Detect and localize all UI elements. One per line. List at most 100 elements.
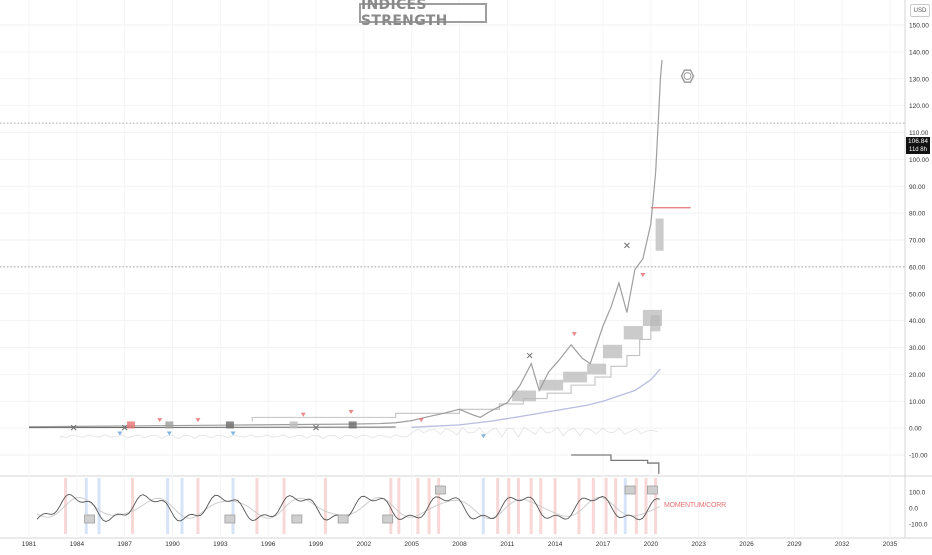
- support-step-line: [251, 320, 661, 422]
- x-tick-label: 2005: [404, 541, 419, 548]
- x-tick-label: 1987: [117, 541, 132, 548]
- baseline-square: [127, 421, 136, 429]
- currency-button[interactable]: USD: [910, 4, 930, 17]
- y-tick-label: 70.00: [909, 238, 926, 245]
- y-tick-label: 0.00: [909, 426, 922, 433]
- oscillator-band: [389, 478, 393, 534]
- signal-triangle: [640, 272, 646, 277]
- shaded-zone: [655, 218, 664, 251]
- shaded-zone: [563, 371, 588, 383]
- signal-triangle: [300, 412, 306, 417]
- oscillator-band: [654, 478, 658, 534]
- oscillator-box: [224, 514, 236, 524]
- y-tick-label: 110.00: [909, 130, 929, 137]
- oscillator-band: [591, 478, 595, 534]
- base-trace: [28, 426, 396, 429]
- y-tick-label: -10.00: [909, 453, 928, 460]
- signal-triangle: [418, 418, 424, 423]
- x-axis: 1981 1984 1987 1990 1993 1996 1999 2002 2005 2008…: [22, 541, 898, 548]
- y-tick-label: 150.00: [909, 23, 929, 30]
- shaded-zone: [650, 315, 661, 332]
- y-tick-label: 40.00: [909, 318, 926, 325]
- series-line-0: [28, 59, 663, 428]
- oscillator-band: [437, 478, 441, 534]
- oscillator-box: [647, 485, 658, 495]
- oscillator-band: [255, 478, 259, 534]
- y-tick-label: 30.00: [909, 345, 926, 352]
- oscillator-band: [131, 478, 135, 534]
- signal-triangle: [157, 418, 163, 423]
- y-tick-label: 100.00: [909, 157, 929, 164]
- oscillator-band: [644, 478, 648, 534]
- oscillator-band: [614, 478, 618, 534]
- signal-triangle: [348, 410, 354, 414]
- series-line-1: [411, 368, 661, 428]
- stopwatch-icon-face: [683, 72, 692, 80]
- baseline-square: [289, 421, 298, 429]
- signal-triangle: [230, 431, 236, 436]
- cross-marker: [70, 424, 77, 431]
- x-tick-label: 1990: [165, 541, 180, 548]
- y-tick-label: 10.00: [909, 399, 926, 406]
- y-tick-label: 50.00: [909, 291, 926, 298]
- x-tick-label: 2014: [548, 541, 563, 548]
- oscillator-band: [282, 478, 286, 534]
- y-axis: 150.00 140.00 130.00 120.00 110.00 100.00 90.0…: [904, 0, 929, 538]
- x-tick-label: 2023: [691, 541, 706, 548]
- oscillator-band: [97, 478, 101, 534]
- shaded-zone: [603, 344, 623, 359]
- y-tick-label: 130.00: [909, 76, 929, 83]
- oscillator-box: [291, 514, 303, 524]
- signal-triangle: [195, 418, 201, 423]
- oscillator-band: [516, 478, 520, 534]
- x-tick-label: 2017: [596, 541, 611, 548]
- cross-marker: [526, 352, 533, 359]
- oscillator-band: [64, 478, 68, 534]
- grid: [0, 0, 932, 539]
- oscillator-band: [553, 478, 557, 534]
- x-tick-label: 1984: [70, 541, 85, 548]
- y-tick-label: 80.00: [909, 211, 926, 218]
- oscillator-band: [231, 478, 235, 534]
- oscillator-band: [507, 478, 511, 534]
- negative-step-line: [571, 454, 660, 474]
- chart-title: INDICES STRENGTH: [359, 0, 487, 29]
- oscillator-band: [577, 478, 581, 534]
- y-tick-label: 60.00: [909, 264, 926, 271]
- x-tick-label: 2032: [835, 541, 850, 548]
- chart-decorations: [60, 207, 691, 474]
- baseline-square: [225, 421, 234, 429]
- x-tick-label: 2008: [452, 541, 467, 548]
- oscillator-band: [481, 478, 485, 534]
- x-tick-label: 2011: [500, 541, 514, 548]
- volume-trace: [60, 426, 659, 440]
- chart-markers: [70, 69, 695, 439]
- cross-marker: [313, 424, 319, 431]
- shaded-zone: [539, 379, 564, 391]
- baseline-square: [165, 421, 174, 429]
- oscillator-band: [84, 478, 88, 534]
- oscillator-band: [529, 478, 533, 534]
- oscillator-box: [84, 514, 95, 524]
- oscillator-band: [196, 478, 200, 534]
- x-tick-label: 2029: [787, 541, 802, 548]
- signal-triangle: [166, 431, 172, 436]
- x-tick-label: 1993: [213, 541, 228, 548]
- oscillator-band: [496, 478, 500, 534]
- stopwatch-icon: [680, 69, 695, 83]
- cross-marker: [624, 242, 630, 249]
- signal-triangle: [571, 332, 577, 337]
- oscillator-pane: 100.0 0.0 -100.0: [36, 485, 928, 529]
- x-tick-label: 1996: [261, 541, 276, 548]
- y-tick-label: 140.00: [909, 49, 929, 56]
- signal-triangle: [480, 434, 486, 439]
- oscillator-band: [397, 478, 401, 534]
- oscillator-box: [624, 485, 636, 495]
- countdown-tag: 11d 8h: [906, 146, 930, 154]
- oscillator-band: [604, 478, 608, 534]
- oscillator-band: [623, 478, 627, 534]
- shaded-zone: [512, 390, 537, 402]
- oscillator-band: [634, 478, 638, 534]
